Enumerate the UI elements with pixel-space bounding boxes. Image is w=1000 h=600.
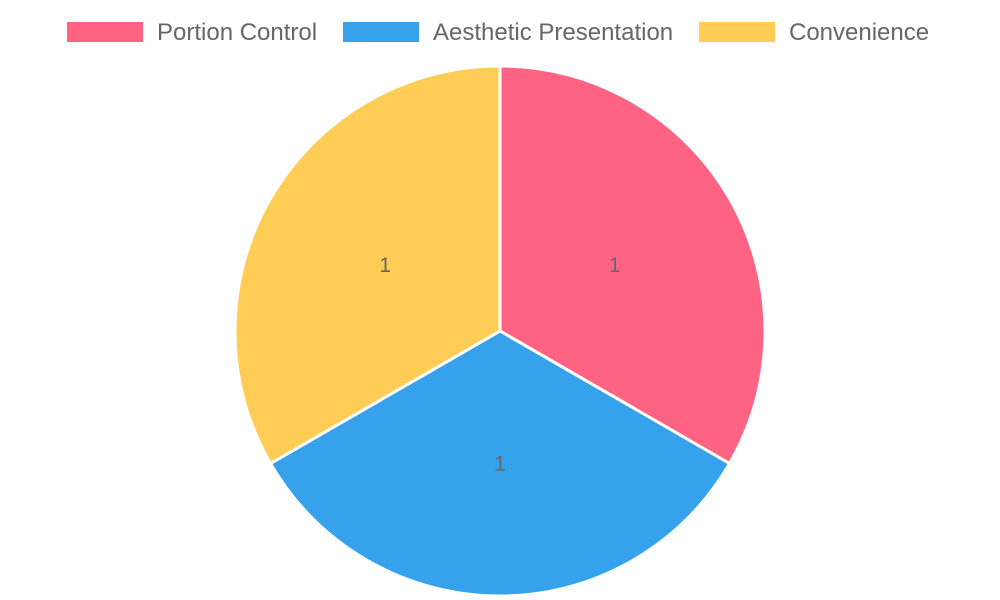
legend-swatch-aesthetic-presentation[interactable]: [343, 22, 419, 42]
pie-slice-aesthetic-presentation[interactable]: [268, 329, 732, 598]
legend-label-aesthetic-presentation[interactable]: Aesthetic Presentation: [433, 19, 673, 46]
slice-value-label-convenience: 1: [379, 254, 391, 277]
slice-value-label-aesthetic-presentation: 1: [494, 453, 506, 476]
legend-swatch-portion-control[interactable]: [67, 22, 143, 42]
legend-label-portion-control[interactable]: Portion Control: [157, 19, 317, 46]
slice-value-label-portion-control: 1: [609, 254, 621, 277]
legend-swatch-convenience[interactable]: [699, 22, 775, 42]
pie-slices: [233, 64, 767, 598]
legend-label-convenience[interactable]: Convenience: [789, 19, 929, 46]
pie-slice-convenience[interactable]: [233, 64, 502, 466]
legend: Portion Control Aesthetic Presentation Con…: [67, 19, 929, 46]
pie-slice-portion-control[interactable]: [498, 64, 767, 466]
slice-labels: 1 1 1: [379, 254, 620, 476]
